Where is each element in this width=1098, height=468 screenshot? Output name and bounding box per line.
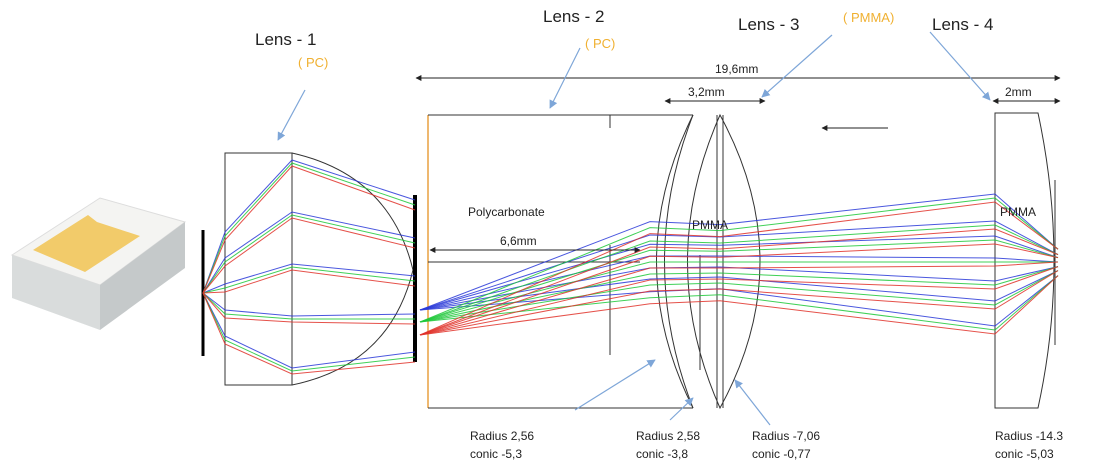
surface-radius: Radius -14.3 bbox=[995, 429, 1063, 443]
dimension-label: 6,6mm bbox=[500, 234, 537, 248]
ray bbox=[203, 293, 415, 316]
callout bbox=[575, 360, 655, 410]
callout bbox=[930, 32, 990, 100]
material-name: PMMA bbox=[1000, 205, 1036, 219]
led bbox=[12, 198, 185, 330]
ray bbox=[420, 267, 1058, 335]
material-name: PMMA bbox=[692, 218, 728, 232]
callout bbox=[762, 35, 832, 97]
lens-label: Lens - 3 bbox=[738, 15, 799, 34]
ray bbox=[203, 293, 415, 319]
surface-conic: conic -5,03 bbox=[995, 447, 1054, 461]
ray bbox=[420, 240, 1058, 322]
surface-radius: Radius 2,58 bbox=[636, 429, 700, 443]
lens-4 bbox=[995, 113, 1055, 408]
dimension-label: 19,6mm bbox=[715, 62, 758, 76]
material-label: ( PMMA) bbox=[843, 10, 894, 25]
material-label: ( PC) bbox=[585, 36, 615, 51]
ray bbox=[203, 166, 415, 293]
material-name: Polycarbonate bbox=[468, 205, 545, 219]
surface-conic: conic -5,3 bbox=[470, 447, 522, 461]
dimension-label: 2mm bbox=[1005, 85, 1032, 99]
diagram: Lens - 1 ( PC) Lens - 2 ( PC) Lens - 3 (… bbox=[0, 0, 1098, 468]
material-label: ( PC) bbox=[298, 55, 328, 70]
lens-label: Lens - 2 bbox=[543, 7, 604, 26]
ray bbox=[203, 163, 415, 293]
rays bbox=[203, 160, 1058, 374]
surface-radius: Radius -7,06 bbox=[752, 429, 820, 443]
ray bbox=[203, 293, 415, 371]
callout bbox=[735, 380, 770, 425]
surface-radius: Radius 2,56 bbox=[470, 429, 534, 443]
ray bbox=[203, 293, 415, 368]
dimension-label: 3,2mm bbox=[688, 85, 725, 99]
ray bbox=[420, 267, 1058, 322]
surface-conic: conic -3,8 bbox=[636, 447, 688, 461]
surface-conic: conic -0,77 bbox=[752, 447, 811, 461]
callout bbox=[278, 90, 305, 140]
lens-label: Lens - 1 bbox=[255, 30, 316, 49]
lens-label: Lens - 4 bbox=[932, 15, 993, 34]
callout bbox=[670, 398, 693, 420]
